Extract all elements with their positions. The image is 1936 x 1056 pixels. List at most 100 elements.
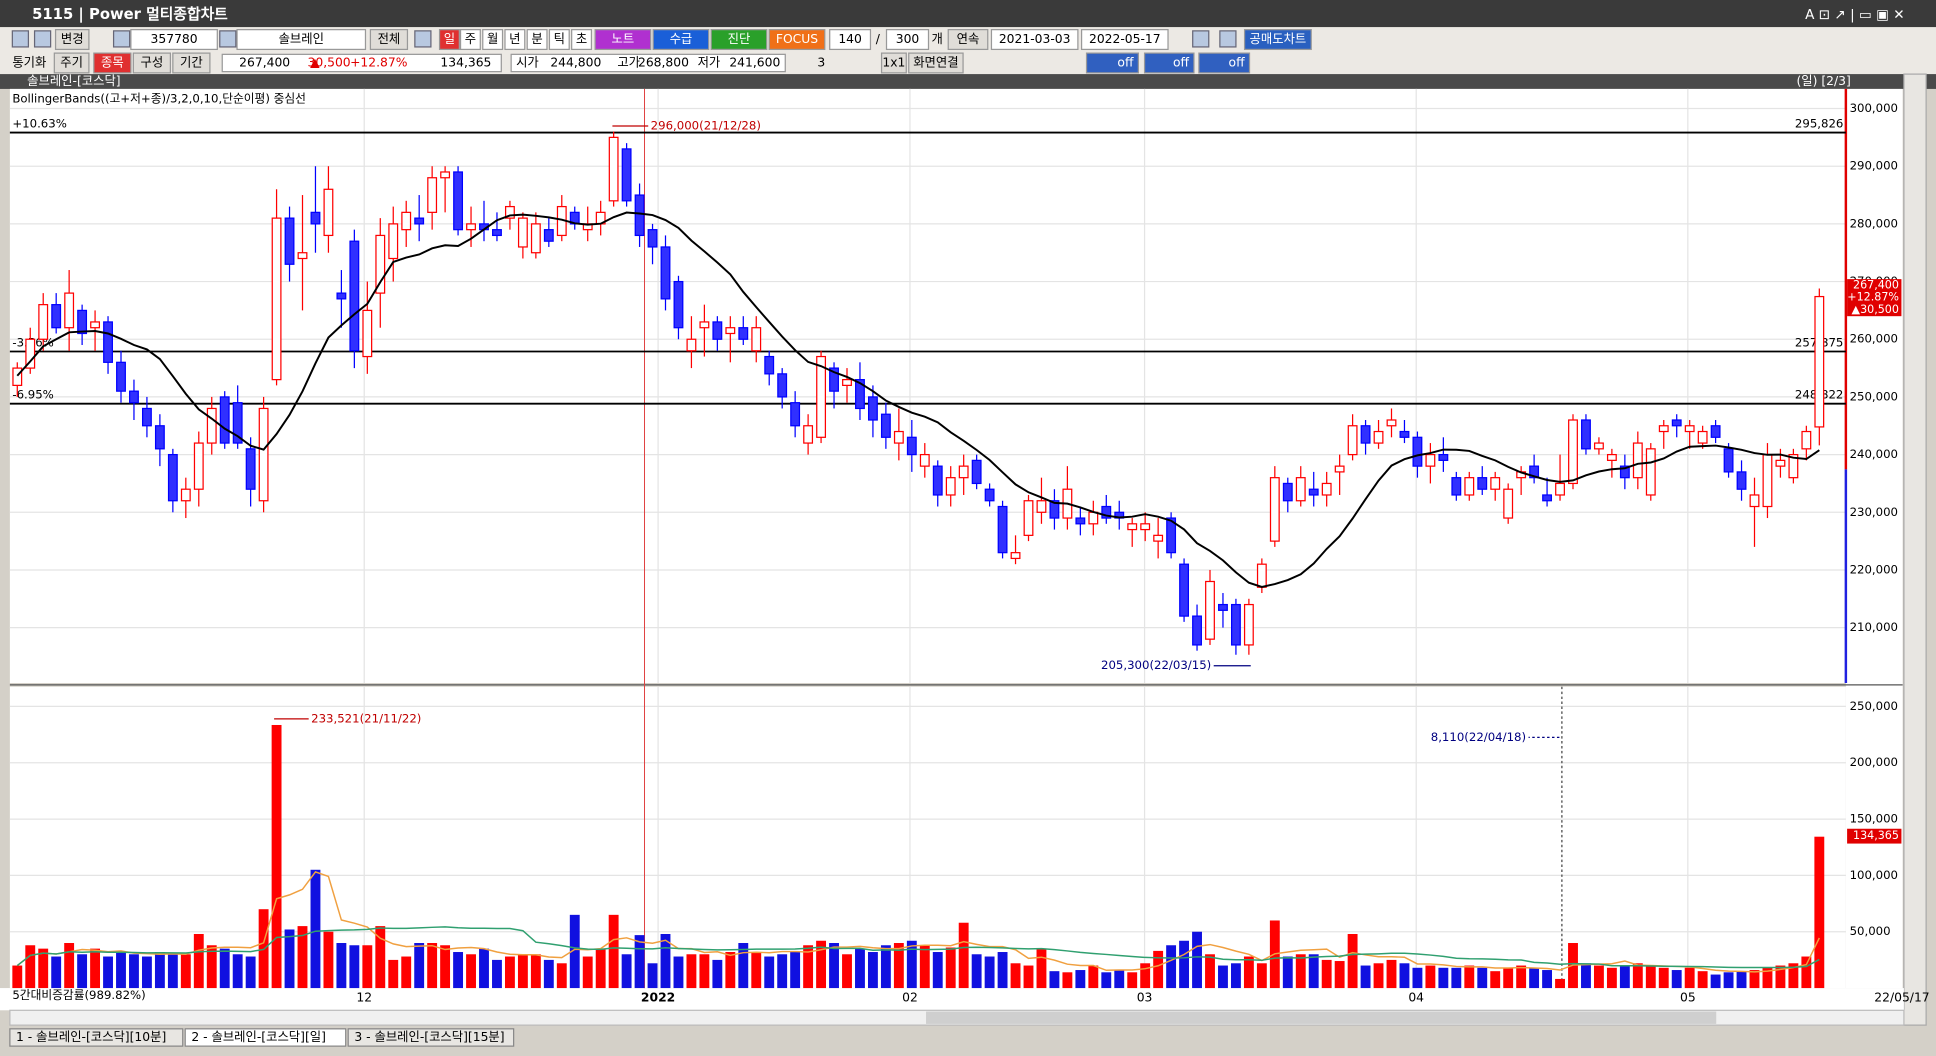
toolbar-button[interactable] xyxy=(93,52,132,74)
candle-body xyxy=(1451,477,1462,496)
candle-body xyxy=(971,459,982,485)
candle-body xyxy=(1762,453,1773,508)
candle-body xyxy=(245,448,256,490)
volume-bar xyxy=(582,956,593,989)
volume-ma-line xyxy=(16,926,1820,969)
toolbar-icon[interactable] xyxy=(1219,30,1237,48)
toolbar-icon[interactable] xyxy=(219,30,237,48)
toolbar-icon[interactable] xyxy=(33,30,52,48)
toolbar-button[interactable] xyxy=(880,52,907,74)
toolbar-label: 공매도차트 xyxy=(1250,32,1307,46)
toolbar-button[interactable] xyxy=(1143,52,1195,74)
tab[interactable] xyxy=(347,1028,515,1047)
toolbar-label: 개 xyxy=(931,32,942,46)
toolbar-button[interactable] xyxy=(172,52,211,74)
toolbar-button[interactable] xyxy=(504,29,526,51)
toolbar-button[interactable] xyxy=(594,29,652,51)
window-controls[interactable]: A ⊡ ↗ | ▭ ▣ ✕ xyxy=(1805,7,1905,23)
toolbar-button[interactable] xyxy=(526,29,548,51)
tab[interactable] xyxy=(184,1028,347,1047)
candle-body xyxy=(1321,482,1332,496)
tab-label: 3 - 솔브레인-[코스닥][15분] xyxy=(354,1030,504,1044)
x-tick-label: 03 xyxy=(1137,990,1153,1004)
volume-bar xyxy=(1101,972,1112,989)
toolbar-button[interactable] xyxy=(1243,29,1312,51)
price-tag-text: 267,400 xyxy=(1853,278,1899,291)
indicator-label: BollingerBands((고+저+종)/3,2,0,10,단순이평) 중심… xyxy=(12,91,306,105)
toolbar-label: FOCUS xyxy=(776,32,818,46)
toolbar-button[interactable] xyxy=(130,29,218,51)
volume-bar xyxy=(1412,967,1423,989)
toolbar-icon[interactable] xyxy=(414,30,432,48)
candle-body xyxy=(880,413,891,438)
volume-bar xyxy=(530,954,541,989)
volume-bar xyxy=(1230,963,1241,989)
volume-bar xyxy=(1192,931,1202,989)
candle-body xyxy=(855,379,865,410)
toolbar-label: 357780 xyxy=(151,32,198,46)
toolbar-button[interactable] xyxy=(1080,29,1169,51)
toolbar-button[interactable] xyxy=(947,29,989,51)
volume-bar xyxy=(1425,965,1436,989)
candle-body xyxy=(1360,425,1371,444)
toolbar-button[interactable] xyxy=(990,29,1079,51)
toolbar-button[interactable] xyxy=(369,29,409,51)
volume-bar xyxy=(1555,978,1565,989)
toolbar-button[interactable] xyxy=(236,29,367,51)
toolbar-button[interactable] xyxy=(1085,52,1140,74)
toolbar-button[interactable] xyxy=(482,29,504,51)
volume-bar xyxy=(829,943,839,989)
toolbar-icon[interactable] xyxy=(1192,30,1210,48)
candle-body xyxy=(1568,419,1578,485)
annotation: 296,000(21/12/28) xyxy=(651,118,761,132)
volume-bar xyxy=(1503,967,1514,989)
toolbar-button[interactable] xyxy=(768,29,826,51)
toolbar-button[interactable] xyxy=(54,29,90,51)
toolbar-button[interactable] xyxy=(132,52,172,74)
toolbar-button[interactable] xyxy=(438,29,460,51)
toolbar-button[interactable] xyxy=(459,29,481,51)
volume-bar xyxy=(855,948,865,989)
toolbar-label: 연속 xyxy=(957,32,980,46)
toolbar-icon[interactable] xyxy=(11,30,30,48)
x-tick-label: 22/05/17 xyxy=(1874,990,1929,1004)
volume-bar xyxy=(1360,965,1371,989)
volume-bar xyxy=(660,933,671,989)
candle-body xyxy=(349,240,360,352)
candle-body xyxy=(1036,500,1047,513)
candle-body xyxy=(219,396,230,444)
volume-bar xyxy=(1205,954,1215,989)
volume-bar xyxy=(712,959,723,989)
tab[interactable] xyxy=(9,1028,184,1047)
toolbar-button[interactable] xyxy=(548,29,570,51)
toolbar-value: 1x1 xyxy=(882,55,905,69)
candle-body xyxy=(1464,477,1475,496)
candle-body xyxy=(271,217,282,381)
volume-bar xyxy=(1593,965,1604,989)
toolbar-button[interactable] xyxy=(652,29,710,51)
toolbar-button[interactable] xyxy=(829,29,872,51)
toolbar-button[interactable] xyxy=(53,52,90,74)
toolbar-label: 수급 xyxy=(670,32,693,46)
candle-body xyxy=(129,390,139,404)
candle-body xyxy=(1308,488,1319,496)
volume-bar xyxy=(1632,963,1643,989)
scroll-thumb[interactable] xyxy=(926,1011,1717,1024)
toolbar-value: 244,800 xyxy=(550,55,601,69)
toolbar-button[interactable] xyxy=(571,29,593,51)
toolbar-button[interactable] xyxy=(885,29,930,51)
toolbar-button[interactable] xyxy=(1198,52,1251,74)
toolbar-label: 300 xyxy=(896,32,920,46)
volume-bar xyxy=(1347,933,1358,989)
candle-body xyxy=(1218,603,1228,611)
toolbar-button[interactable] xyxy=(710,29,768,51)
volume-bar xyxy=(880,945,891,989)
tool-strip[interactable] xyxy=(1903,73,1927,1026)
candle-body xyxy=(1399,430,1410,438)
volume-bar xyxy=(634,935,645,989)
toolbar-icon[interactable] xyxy=(112,30,131,48)
candle-body xyxy=(790,402,801,427)
volume-bar xyxy=(1671,970,1682,989)
toolbar-button[interactable] xyxy=(908,52,964,74)
